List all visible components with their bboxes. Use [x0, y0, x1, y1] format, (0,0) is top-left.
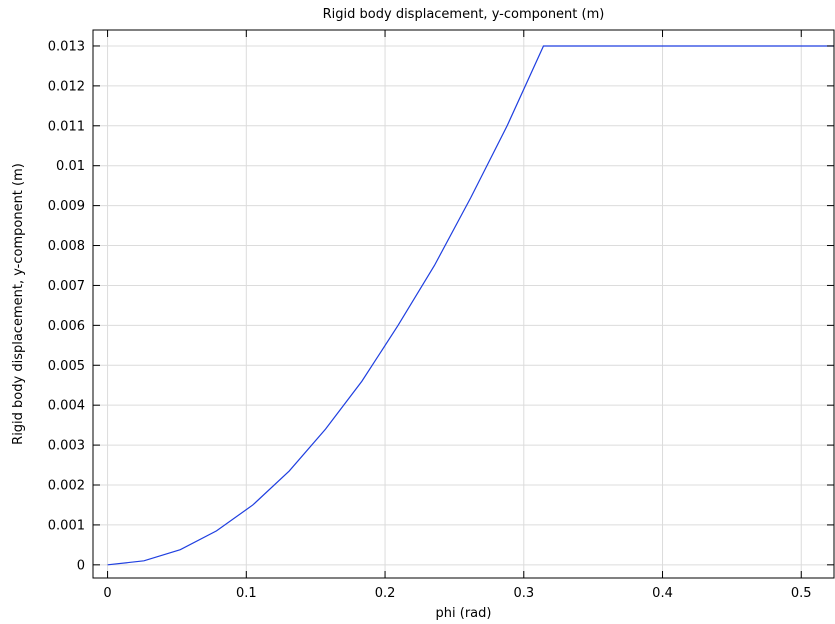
x-tick-label: 0.5	[791, 586, 812, 601]
y-tick-label: 0.006	[48, 319, 85, 334]
series-layer	[107, 45, 834, 566]
plot-frame	[92, 29, 835, 579]
y-tick-label: 0.012	[48, 79, 85, 94]
y-tick-label: 0.011	[48, 119, 85, 134]
y-tick-label: 0.01	[56, 159, 85, 174]
y-tick-label: 0.008	[48, 239, 85, 254]
y-tick-label: 0.003	[48, 439, 85, 454]
y-tick-label: 0.001	[48, 518, 85, 533]
y-tick-label: 0	[77, 558, 85, 573]
x-tick-label: 0.1	[236, 586, 257, 601]
y-tick-labels: 0 0.001 0.002 0.003 0.004 0.005 0.006 0.007 0.00…	[48, 39, 85, 573]
y-tick-label: 0.004	[48, 399, 85, 414]
grid-lines	[93, 30, 834, 578]
y-tick-label: 0.005	[48, 359, 85, 374]
x-tick-label: 0.3	[513, 586, 534, 601]
y-tick-label: 0.013	[48, 39, 85, 54]
chart-title: Rigid body displacement, y-component (m)	[323, 7, 605, 22]
y-tick-label: 0.007	[48, 279, 85, 294]
x-tick-label: 0.2	[375, 586, 396, 601]
y-axis-label: Rigid body displacement, y-component (m)	[11, 163, 26, 445]
tick-marks	[93, 30, 834, 578]
y-tick-label: 0.002	[48, 479, 85, 494]
x-axis-label: phi (rad)	[436, 606, 492, 621]
x-tick-label: 0.4	[652, 586, 673, 601]
series-line	[107, 45, 834, 566]
x-tick-labels: 0 0.1 0.2 0.3 0.4 0.5	[103, 586, 811, 601]
y-tick-label: 0.009	[48, 199, 85, 214]
x-tick-label: 0	[103, 586, 111, 601]
